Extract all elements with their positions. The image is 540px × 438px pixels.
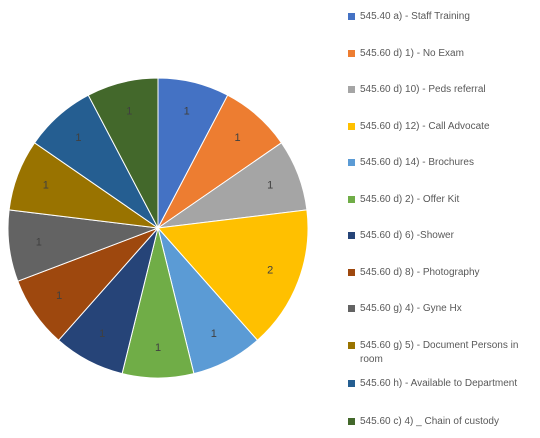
legend-label: 545.60 c) 4) _ Chain of custody (360, 415, 499, 427)
legend-item: 545.60 h) - Available to Department (348, 377, 533, 391)
legend-item: 545.60 d) 6) -Shower (348, 229, 533, 243)
legend-swatch (348, 417, 355, 425)
legend-label: 545.60 d) 8) - Photography (360, 266, 480, 278)
legend-swatch (348, 341, 355, 349)
legend-swatch (348, 305, 355, 312)
legend-item: 545.40 a) - Staff Training (348, 10, 533, 24)
data-label: 1 (75, 132, 81, 144)
pie-slice (87, 77, 159, 229)
pie-slice (156, 209, 309, 341)
legend-item: 545.60 d) 12) - Call Advocate (348, 120, 533, 134)
data-label: 1 (155, 342, 161, 354)
legend-label: 545.40 a) - Staff Training (360, 11, 470, 22)
legend-label: 545.60 d) 12) - Call Advocate (360, 120, 490, 132)
legend-label: 545.60 d) 1) - No Exam (360, 47, 464, 59)
data-label: 1 (43, 179, 49, 191)
data-label: 2 (267, 264, 273, 276)
legend-swatch (348, 232, 355, 239)
legend-label: 545.60 h) - Available to Department (360, 377, 518, 389)
data-label: 1 (184, 105, 190, 117)
data-label: 1 (211, 328, 217, 340)
legend-swatch (348, 49, 355, 57)
legend-label: 545.60 d) 6) -Shower (360, 230, 454, 241)
legend-item: 545.60 d) 14) - Brochures (348, 156, 533, 170)
data-label: 1 (99, 328, 105, 340)
legend-label: 545.60 g) 5) - Document Persons in room (360, 339, 519, 365)
legend-label: 545.60 d) 2) - Offer Kit (360, 193, 460, 205)
legend-label: 545.60 d) 10) - Peds referral (360, 84, 486, 95)
data-label: 1 (36, 236, 42, 248)
legend-swatch (348, 13, 355, 20)
data-label: 1 (126, 105, 132, 117)
legend-item: 545.60 d) 1) - No Exam (348, 47, 533, 61)
legend-swatch (348, 122, 355, 130)
legend-swatch (348, 379, 355, 387)
legend-item: 545.60 g) 4) - Gyne Hx (348, 302, 533, 316)
legend-item: 545.60 d) 8) - Photography (348, 266, 533, 280)
legend-label: 545.60 g) 4) - Gyne Hx (360, 303, 462, 314)
data-label: 1 (235, 132, 241, 144)
legend-label: 545.60 d) 14) - Brochures (360, 157, 474, 168)
data-label: 1 (56, 290, 62, 302)
data-label: 1 (267, 179, 273, 191)
legend-item: 545.60 g) 5) - Document Persons in room (348, 339, 533, 367)
legend-item: 545.60 d) 2) - Offer Kit (348, 193, 533, 207)
legend-swatch (348, 86, 355, 93)
legend-swatch (348, 159, 355, 166)
legend-item: 545.60 c) 4) _ Chain of custody (348, 415, 533, 429)
legend-swatch (348, 268, 355, 276)
legend-item: 545.60 d) 10) - Peds referral (348, 83, 533, 97)
legend-swatch (348, 195, 355, 203)
